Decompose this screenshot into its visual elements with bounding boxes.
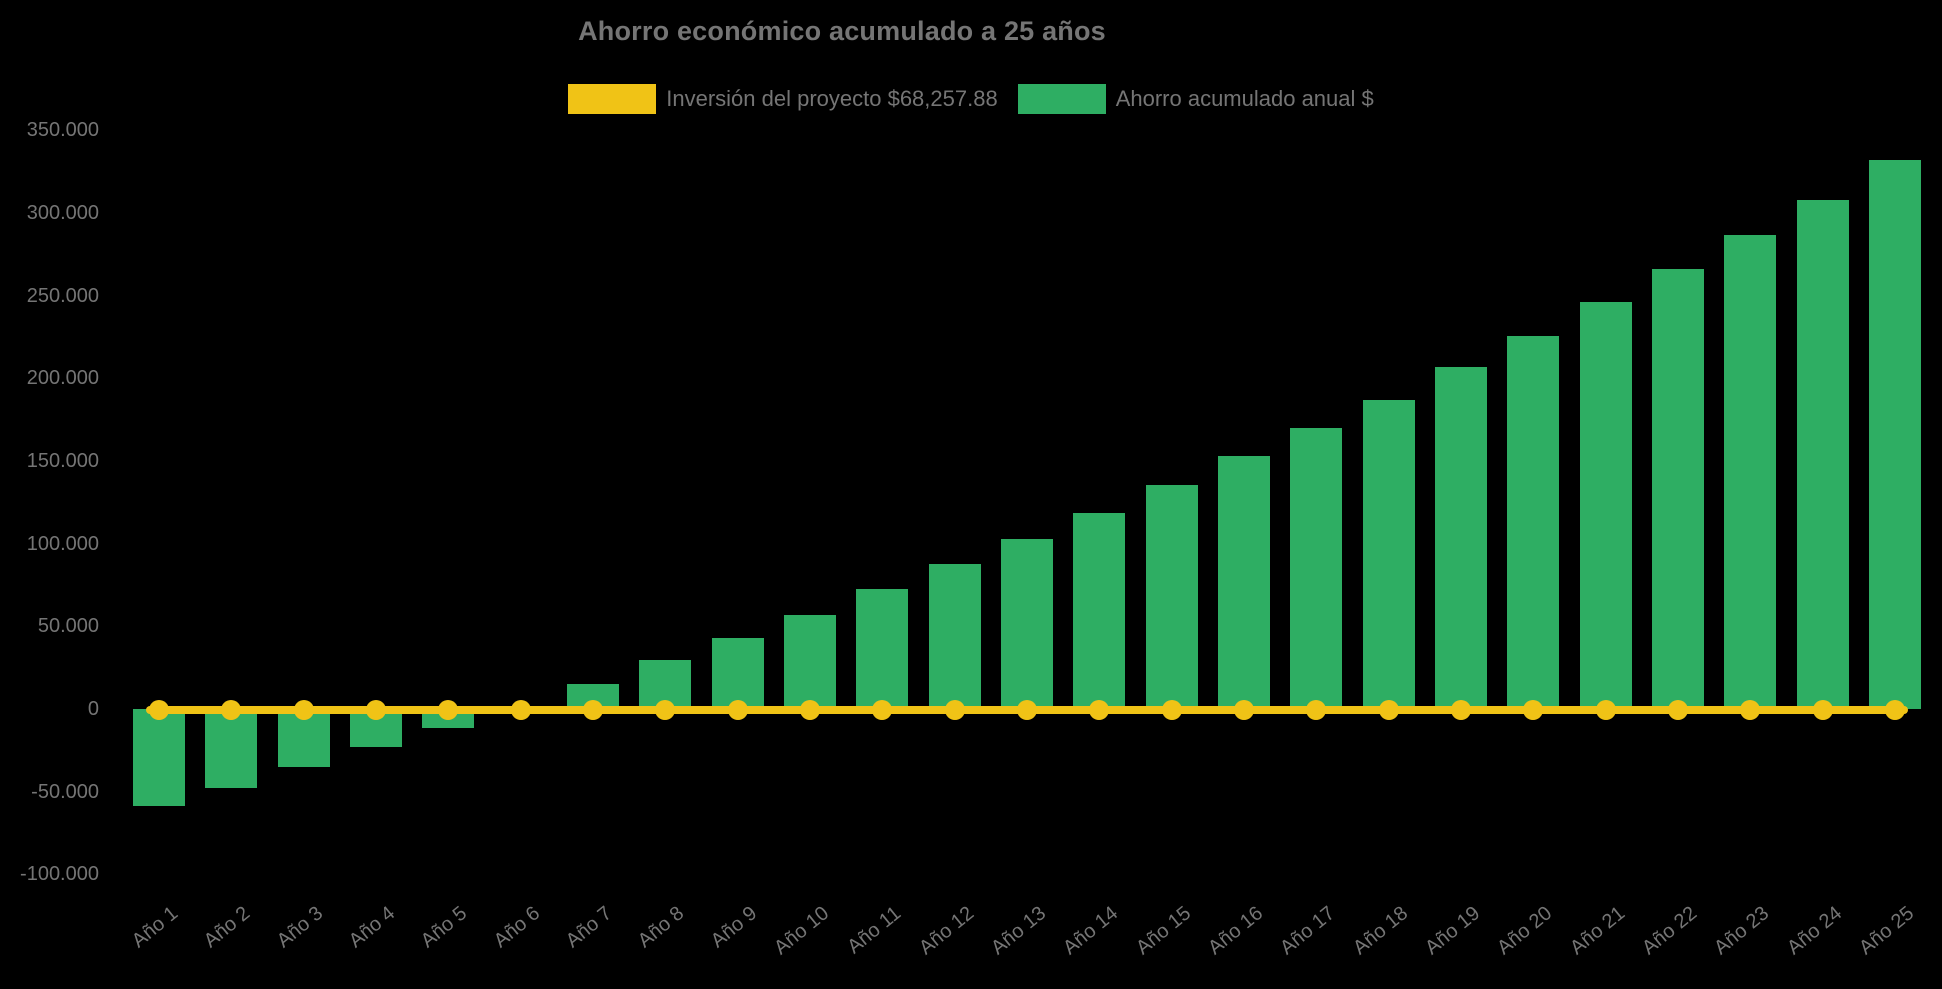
bar-year-11[interactable] — [856, 589, 909, 709]
investment-point-year-21[interactable] — [1595, 700, 1616, 720]
investment-legend-label: Inversión del proyecto $68,257.88 — [666, 86, 998, 111]
legend-item-investment[interactable]: Inversión del proyecto $68,257.88 — [568, 84, 998, 114]
bar-year-2[interactable] — [205, 709, 258, 788]
bar-year-13[interactable] — [1000, 539, 1053, 709]
bar-year-25[interactable] — [1868, 159, 1921, 709]
investment-point-year-8[interactable] — [655, 700, 676, 720]
bar-year-19[interactable] — [1434, 366, 1487, 709]
bar-year-10[interactable] — [783, 614, 836, 709]
investment-point-year-22[interactable] — [1667, 700, 1688, 720]
bar-year-24[interactable] — [1796, 199, 1849, 709]
y-tick-label: 150.000 — [26, 449, 99, 472]
investment-point-year-7[interactable] — [582, 700, 603, 720]
bar-year-18[interactable] — [1362, 399, 1415, 709]
investment-point-year-20[interactable] — [1523, 700, 1544, 720]
bar-year-12[interactable] — [928, 564, 981, 709]
bar-year-17[interactable] — [1290, 427, 1343, 709]
investment-point-year-24[interactable] — [1812, 700, 1833, 720]
investment-point-year-15[interactable] — [1161, 700, 1182, 720]
investment-point-year-25[interactable] — [1884, 700, 1905, 720]
investment-point-year-23[interactable] — [1740, 700, 1761, 720]
chart-title: Ahorro económico acumulado a 25 años — [578, 16, 1106, 46]
legend-item-savings[interactable]: Ahorro acumulado anual $ — [1017, 84, 1374, 114]
investment-point-year-18[interactable] — [1378, 700, 1399, 720]
investment-point-year-5[interactable] — [438, 700, 459, 720]
investment-point-year-3[interactable] — [293, 700, 314, 720]
investment-point-year-9[interactable] — [727, 700, 748, 720]
investment-point-year-17[interactable] — [1306, 700, 1327, 720]
bar-year-21[interactable] — [1579, 302, 1632, 709]
investment-point-year-12[interactable] — [944, 700, 965, 720]
investment-point-year-6[interactable] — [510, 700, 531, 720]
investment-point-year-11[interactable] — [872, 700, 893, 720]
investment-point-year-19[interactable] — [1450, 700, 1471, 720]
investment-point-year-1[interactable] — [149, 700, 169, 720]
y-tick-label: 350.000 — [26, 119, 99, 142]
savings-swatch — [1017, 84, 1106, 114]
investment-swatch — [568, 84, 657, 114]
y-tick-label: -100.000 — [20, 863, 99, 886]
investment-point-year-14[interactable] — [1089, 700, 1110, 720]
investment-point-year-2[interactable] — [221, 700, 242, 720]
y-tick-label: 200.000 — [26, 367, 99, 390]
y-tick-label: 250.000 — [26, 284, 99, 307]
savings-legend-label: Ahorro acumulado anual $ — [1115, 86, 1374, 111]
investment-point-year-4[interactable] — [365, 700, 386, 720]
investment-point-year-10[interactable] — [799, 700, 820, 720]
legend: Inversión del proyecto $68,257.88 Ahorro… — [0, 84, 1942, 114]
y-tick-label: 300.000 — [26, 201, 99, 224]
bar-year-9[interactable] — [711, 637, 764, 709]
y-tick-label: 100.000 — [26, 532, 99, 555]
bar-year-23[interactable] — [1724, 235, 1777, 709]
bar-year-20[interactable] — [1507, 336, 1560, 709]
y-tick-label: 50.000 — [37, 615, 99, 638]
investment-point-year-13[interactable] — [1016, 700, 1037, 720]
y-tick-label: -50.000 — [31, 780, 99, 803]
bar-year-15[interactable] — [1145, 484, 1198, 709]
y-tick-label: 0 — [87, 698, 99, 720]
bar-year-14[interactable] — [1073, 513, 1126, 709]
bar-year-22[interactable] — [1651, 269, 1704, 709]
investment-point-year-16[interactable] — [1233, 700, 1254, 720]
bar-year-1[interactable] — [133, 709, 185, 806]
bar-year-16[interactable] — [1217, 455, 1270, 709]
